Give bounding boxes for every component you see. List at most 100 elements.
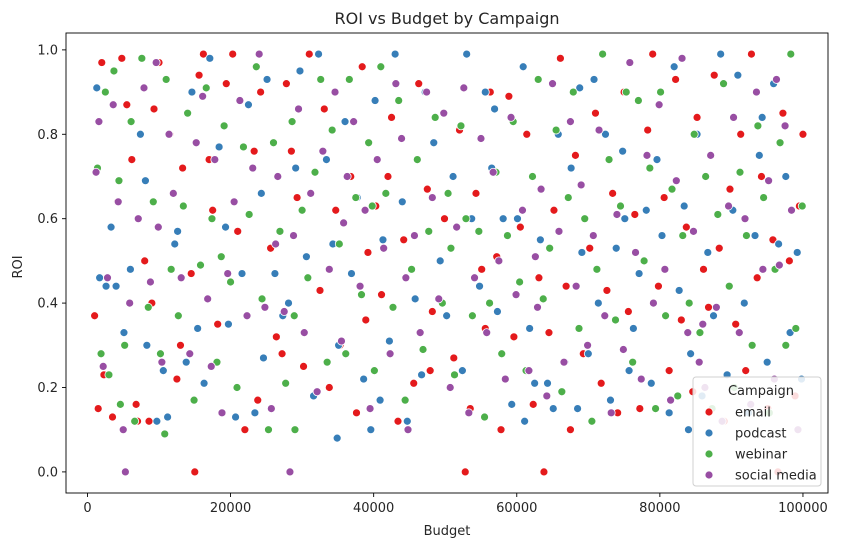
- data-point: [762, 357, 772, 367]
- data-point: [585, 243, 595, 253]
- data-point: [270, 269, 280, 278]
- data-point: [740, 214, 750, 224]
- data-point: [397, 197, 407, 207]
- data-point: [401, 273, 411, 283]
- data-point: [412, 155, 422, 165]
- legend-title: Campaign: [728, 384, 794, 399]
- data-point: [96, 349, 106, 359]
- data-point: [664, 408, 674, 418]
- data-point: [199, 378, 209, 388]
- data-point: [357, 290, 366, 300]
- data-point: [198, 91, 208, 101]
- data-point: [557, 387, 567, 397]
- data-point: [279, 307, 289, 316]
- data-point: [253, 395, 263, 405]
- data-point: [355, 281, 365, 291]
- data-point: [733, 70, 743, 80]
- data-point: [545, 243, 555, 253]
- data-point: [689, 226, 698, 236]
- data-point: [734, 328, 744, 338]
- data-point: [291, 163, 301, 173]
- data-point: [126, 117, 136, 127]
- data-point: [391, 79, 401, 89]
- data-point: [201, 83, 211, 93]
- data-point: [178, 201, 188, 211]
- data-point: [719, 79, 728, 89]
- legend-entry-label: social media: [735, 469, 817, 484]
- data-point: [161, 75, 171, 84]
- data-point: [244, 210, 254, 219]
- data-point: [223, 269, 233, 278]
- data-point: [654, 100, 664, 110]
- data-point: [551, 125, 561, 135]
- data-point: [530, 378, 540, 388]
- data-point: [172, 374, 182, 384]
- x-tick-label: 60000: [496, 501, 537, 516]
- data-point: [232, 383, 242, 392]
- data-point: [449, 353, 459, 363]
- data-point: [544, 328, 554, 338]
- data-point: [214, 142, 224, 152]
- legend-entry-label: podcast: [735, 427, 786, 442]
- data-point: [659, 193, 669, 202]
- data-point: [666, 395, 675, 405]
- data-point: [612, 210, 622, 219]
- data-point: [671, 75, 680, 84]
- data-point: [115, 399, 125, 409]
- data-point: [366, 425, 376, 435]
- data-point: [645, 163, 655, 173]
- data-point: [176, 340, 185, 350]
- data-point: [322, 357, 332, 367]
- data-point: [759, 193, 769, 202]
- data-point: [534, 273, 544, 283]
- legend-marker: [704, 449, 714, 459]
- data-point: [677, 53, 687, 63]
- data-point: [528, 399, 538, 409]
- data-point: [337, 336, 346, 346]
- data-point: [792, 248, 802, 257]
- data-point: [497, 349, 507, 359]
- data-point: [176, 273, 186, 283]
- data-point: [316, 75, 326, 84]
- data-point: [474, 226, 484, 236]
- data-point: [724, 281, 734, 291]
- data-point: [191, 138, 201, 148]
- data-point: [611, 315, 620, 325]
- plot-frame: [65, 32, 829, 494]
- data-point: [601, 129, 610, 139]
- data-point: [152, 416, 162, 426]
- data-point: [290, 425, 300, 435]
- legend-box: [692, 376, 822, 487]
- data-point: [287, 117, 297, 127]
- y-tick-label: 0.4: [37, 297, 58, 312]
- data-point: [330, 87, 340, 97]
- data-point: [493, 307, 502, 316]
- data-point: [673, 391, 683, 401]
- data-point: [496, 425, 506, 435]
- data-point: [471, 188, 481, 198]
- data-point: [580, 214, 590, 224]
- data-point: [714, 243, 724, 253]
- data-point: [259, 353, 268, 363]
- data-point: [434, 294, 444, 304]
- data-point: [446, 243, 456, 253]
- data-point: [583, 340, 592, 350]
- data-point: [383, 172, 393, 181]
- data-point: [606, 395, 615, 405]
- data-point: [273, 172, 283, 181]
- data-point: [92, 83, 102, 93]
- data-point: [646, 378, 656, 388]
- data-point: [660, 264, 670, 274]
- data-point: [399, 235, 409, 245]
- data-point: [747, 49, 756, 59]
- data-point: [342, 172, 352, 181]
- x-tick-label: 80000: [639, 501, 680, 516]
- data-point: [390, 49, 400, 59]
- data-point: [797, 201, 807, 211]
- data-point: [120, 467, 130, 477]
- data-point: [576, 180, 586, 190]
- data-point: [598, 49, 608, 59]
- data-point: [248, 163, 258, 173]
- data-point: [591, 108, 600, 118]
